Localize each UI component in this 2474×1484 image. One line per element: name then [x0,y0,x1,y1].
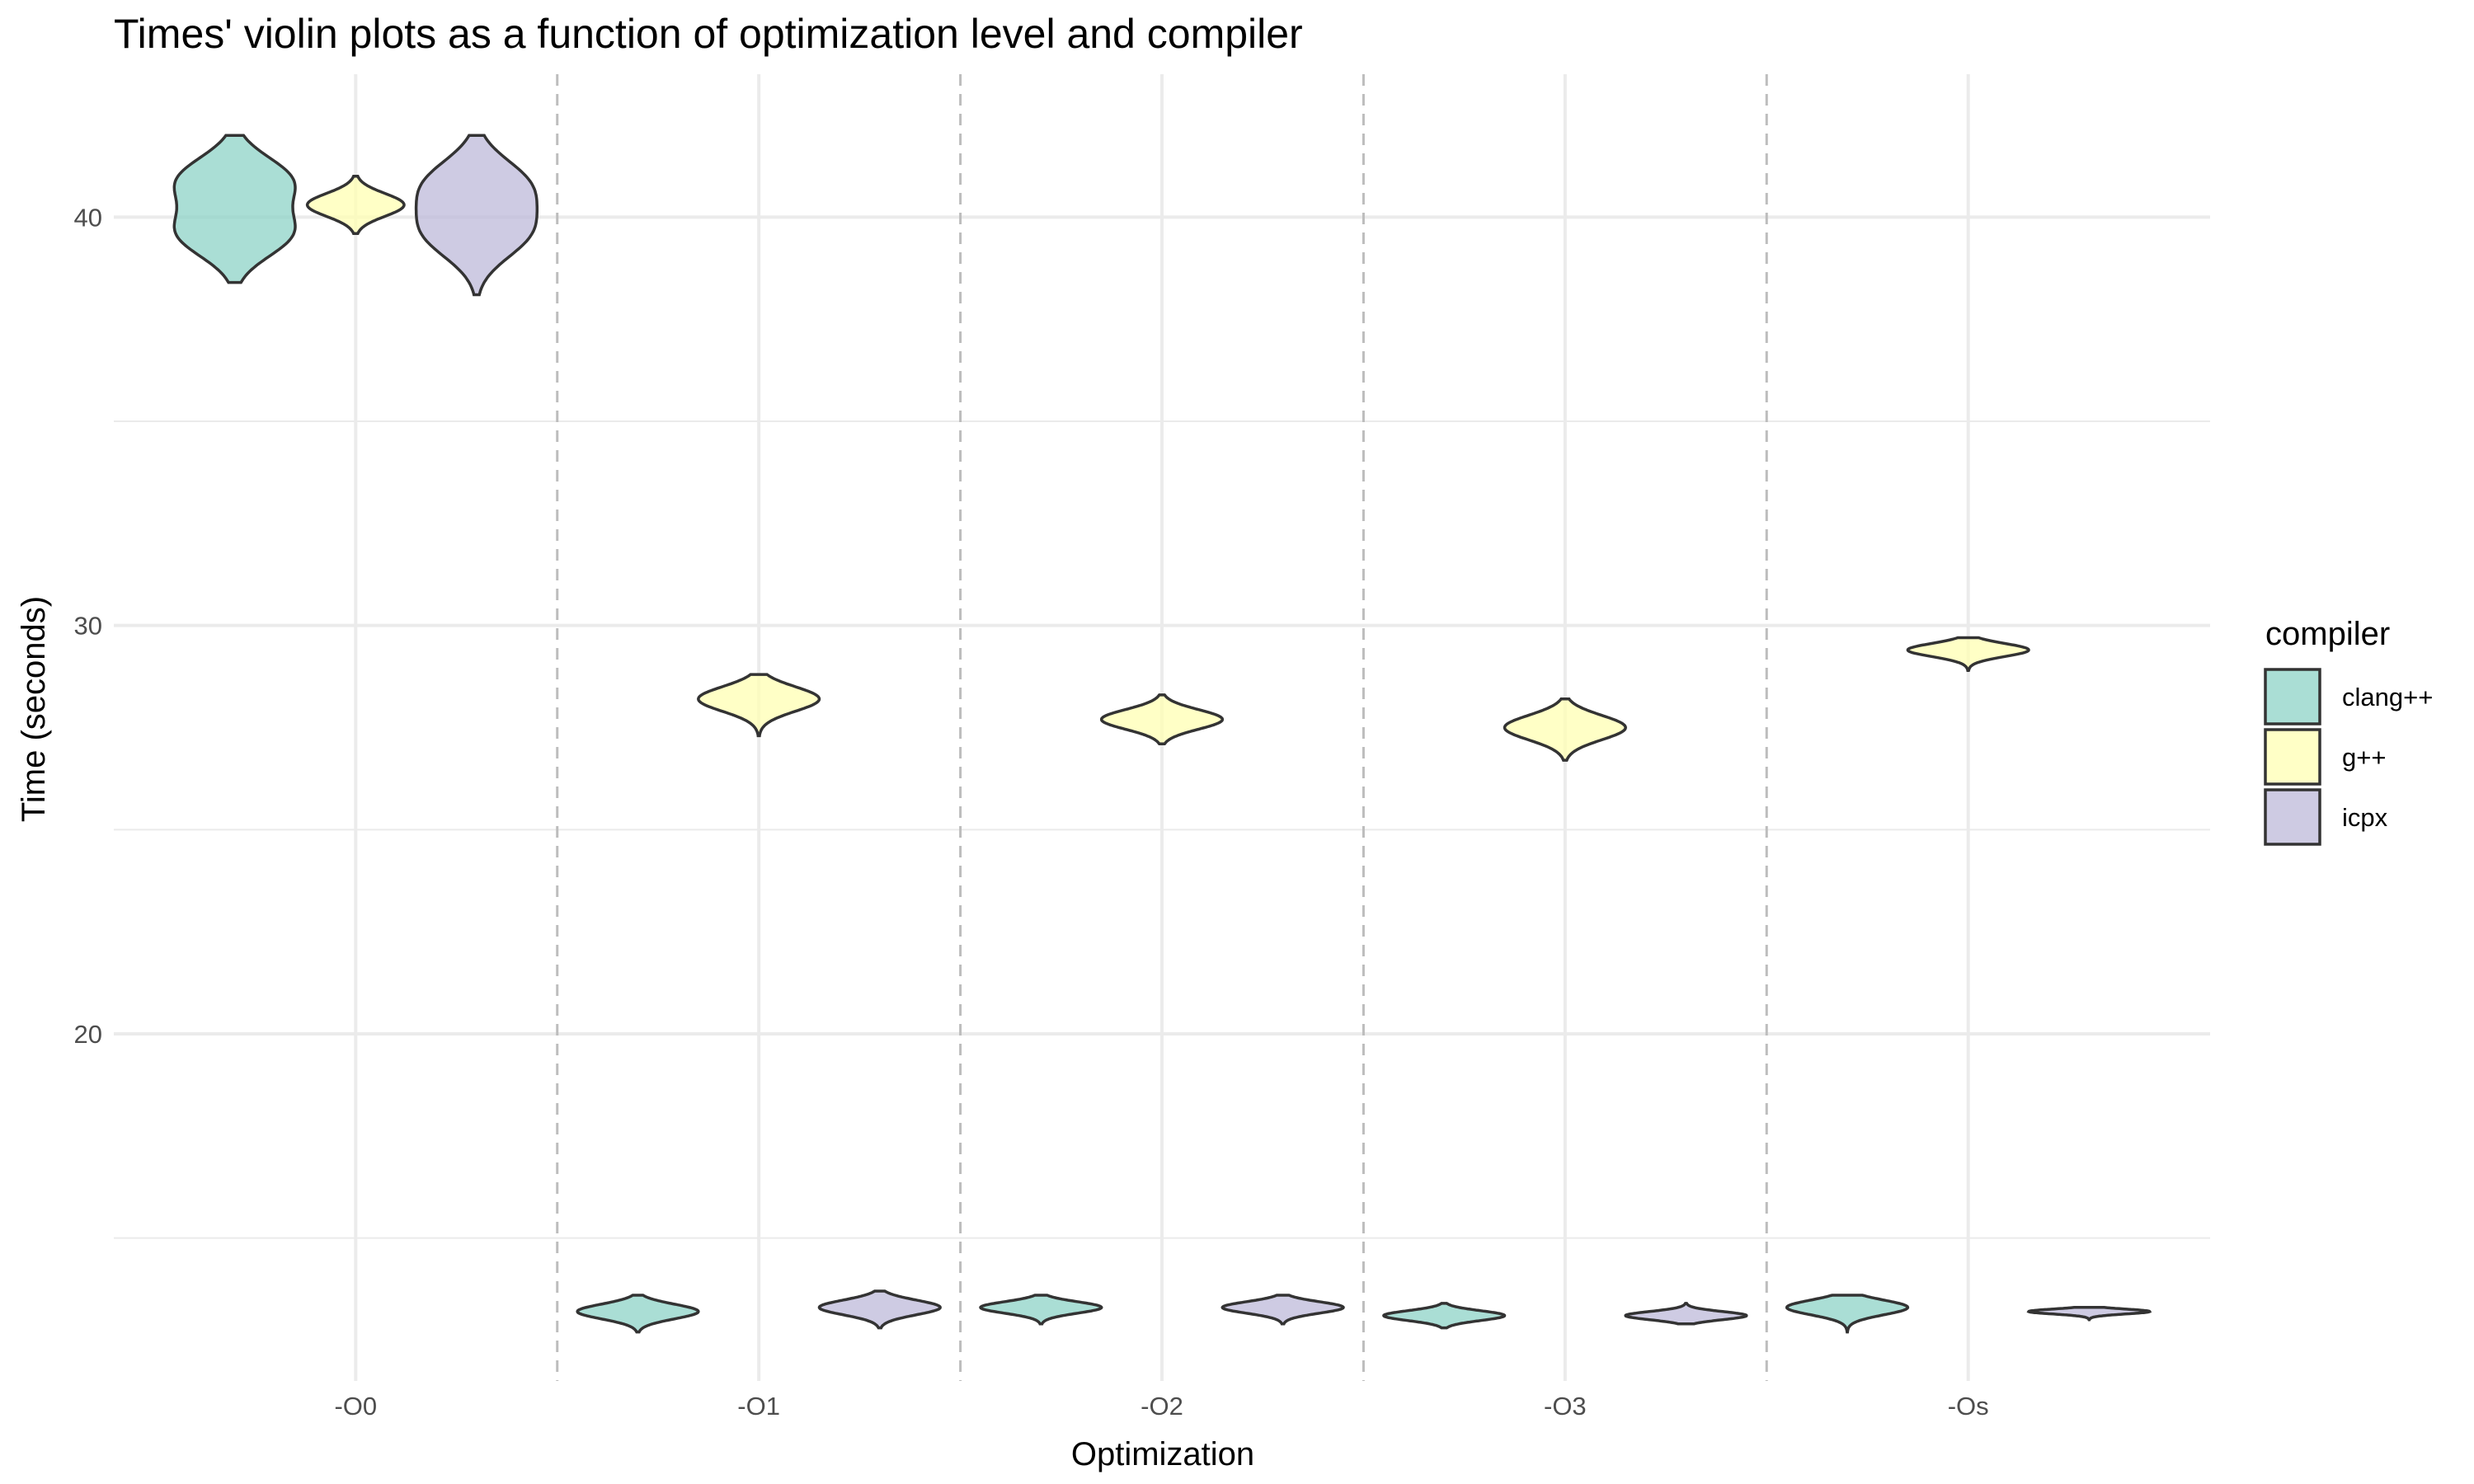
x-axis-ticks: -O0 -O1 -O2 -O3 -Os [334,1392,1988,1421]
x-tick-label: -O2 [1141,1392,1183,1421]
x-tick-label: -Os [1948,1392,1989,1421]
violin-icpx-o0 [414,134,539,297]
legend-label: g++ [2342,743,2386,772]
legend-key [2264,668,2321,726]
violin-clangpp-o2 [979,1294,1103,1326]
legend-title: compiler [2265,616,2390,652]
y-tick-label: 20 [74,1020,102,1049]
x-tick-label: -O0 [334,1392,377,1421]
violin-gpp-o3 [1503,697,1627,762]
y-tick-label: 40 [74,203,102,232]
legend-label: clang++ [2342,683,2433,711]
violin-gpp-o2 [1099,693,1225,746]
violin-clangpp-o0 [172,134,297,284]
violin-gpp-os [1906,636,2030,672]
x-axis-title: Optimization [1071,1436,1254,1472]
violin-icpx-os [2026,1306,2152,1322]
y-tick-label: 30 [74,612,102,641]
chart-title: Times' violin plots as a function of opt… [114,11,1303,57]
legend-label: icpx [2342,803,2388,832]
violin-icpx-o1 [817,1289,942,1330]
x-tick-label: -O3 [1544,1392,1587,1421]
x-tick-label: -O1 [737,1392,780,1421]
y-axis-ticks: 20 30 40 [74,203,102,1049]
legend-key [2264,788,2321,846]
legend-key [2264,728,2321,786]
violin-gpp-o1 [697,673,821,738]
violin-clangpp-o3 [1382,1302,1507,1330]
violin-clangpp-os [1785,1294,1910,1334]
violin-gpp-o0 [305,175,406,235]
violin-icpx-o3 [1624,1302,1748,1326]
violin-icpx-o2 [1221,1294,1345,1326]
violin-layer [172,134,2152,1334]
y-axis-title: Time (seconds) [16,596,52,822]
violin-clangpp-o1 [576,1294,700,1334]
legend: compiler clang++ g++ icpx [2264,616,2433,846]
